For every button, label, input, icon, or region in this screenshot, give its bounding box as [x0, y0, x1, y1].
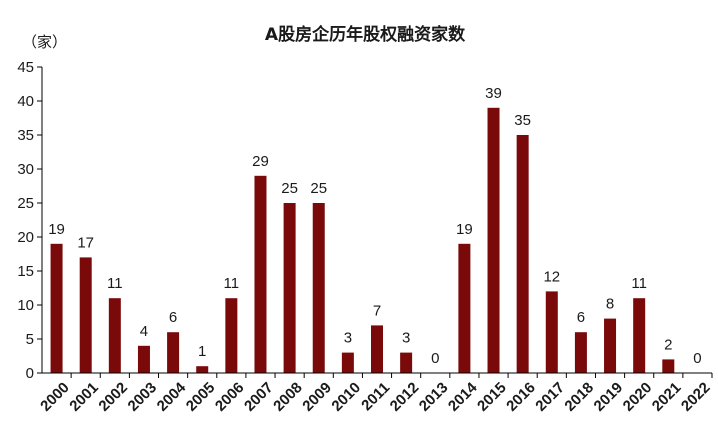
bars	[50, 107, 675, 374]
bar	[633, 298, 646, 373]
x-tick-label: 2010	[328, 379, 364, 415]
data-label: 0	[693, 350, 701, 367]
x-tick-label: 2004	[154, 379, 190, 415]
bar	[254, 175, 267, 373]
y-tick-label: 15	[17, 263, 34, 280]
data-label: 11	[224, 275, 240, 292]
data-label: 3	[344, 330, 352, 347]
data-label: 2	[664, 336, 672, 353]
x-tick-label: 2020	[620, 379, 656, 415]
bar	[341, 352, 354, 373]
x-tick-label: 2022	[678, 379, 714, 415]
bar	[400, 352, 413, 373]
x-tick-label: 2014	[445, 379, 481, 415]
data-label: 8	[606, 296, 614, 313]
data-label: 11	[631, 275, 647, 292]
data-label: 4	[140, 323, 148, 340]
x-tick-label: 2008	[270, 379, 306, 415]
y-tick-label: 0	[26, 365, 34, 382]
bar	[371, 325, 383, 373]
bar	[108, 298, 121, 373]
chart-title: A股房企历年股权融资家数	[265, 24, 466, 45]
data-label: 25	[310, 180, 327, 197]
bar	[196, 366, 209, 373]
data-label: 17	[77, 234, 94, 251]
x-tick-label: 2005	[183, 379, 219, 415]
data-label: 3	[402, 330, 410, 347]
x-tick-label: 2006	[212, 379, 248, 415]
y-tick-label: 45	[17, 59, 34, 76]
y-tick-label: 40	[17, 93, 34, 110]
x-tick-label: 2003	[125, 379, 161, 415]
y-tick-label: 30	[17, 161, 34, 178]
x-tick-label: 2018	[561, 379, 597, 415]
data-label: 0	[431, 350, 439, 367]
y-tick-label: 20	[17, 229, 34, 246]
bar	[487, 107, 500, 374]
x-tick-label: 2021	[649, 379, 685, 415]
data-label: 12	[543, 268, 560, 285]
x-axis-ticks: 2000200120022003200420052006200720082009…	[37, 373, 714, 415]
bar	[516, 135, 529, 373]
data-label: 19	[48, 221, 65, 238]
bar	[312, 203, 325, 373]
data-label: 29	[252, 153, 269, 170]
data-label: 6	[169, 309, 177, 326]
x-tick-label: 2001	[66, 379, 102, 415]
bar	[662, 359, 675, 373]
bar	[50, 243, 63, 373]
data-label: 39	[485, 85, 502, 102]
bar	[458, 243, 471, 373]
bar	[545, 291, 558, 373]
x-tick-label: 2012	[387, 379, 423, 415]
bar	[604, 318, 617, 373]
data-label: 35	[514, 112, 531, 129]
bar	[225, 298, 238, 373]
y-tick-label: 10	[17, 297, 34, 314]
data-label: 19	[456, 221, 473, 238]
x-tick-label: 2002	[95, 379, 131, 415]
x-tick-label: 2007	[241, 379, 277, 415]
y-tick-label: 5	[26, 331, 34, 348]
x-tick-label: 2011	[358, 379, 393, 414]
data-label: 7	[373, 302, 381, 319]
x-tick-label: 2000	[37, 379, 73, 415]
y-axis-ticks: 0 5 10 15 20 25 30 35 40 45	[17, 59, 42, 382]
data-label: 1	[198, 343, 206, 360]
y-tick-label: 35	[17, 127, 34, 144]
bar	[79, 257, 92, 373]
bar	[137, 345, 150, 373]
bar	[283, 203, 296, 373]
x-tick-label: 2016	[503, 379, 539, 415]
data-label: 25	[281, 180, 298, 197]
data-label: 6	[577, 309, 585, 326]
x-tick-label: 2019	[591, 379, 627, 415]
x-tick-label: 2013	[416, 379, 452, 415]
x-tick-label: 2017	[532, 379, 568, 415]
y-tick-label: 25	[17, 195, 34, 212]
bar	[167, 332, 180, 373]
x-tick-label: 2009	[299, 379, 335, 415]
y-unit-label: （家）	[22, 33, 67, 51]
bar	[574, 332, 587, 373]
x-tick-label: 2015	[474, 379, 510, 415]
data-label: 11	[107, 275, 123, 292]
